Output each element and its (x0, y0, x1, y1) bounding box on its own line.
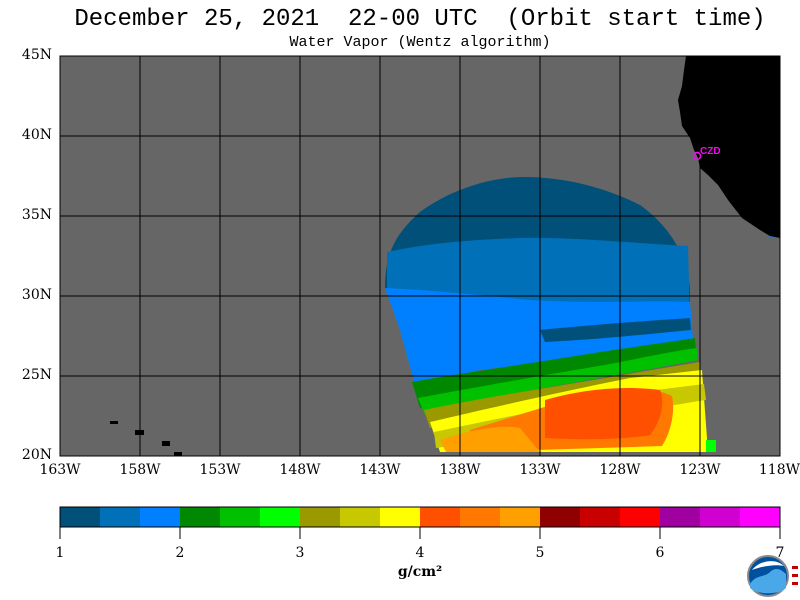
longitude-label: 133W (519, 462, 561, 478)
map-subtitle: Water Vapor (Wentz algorithm) (289, 34, 551, 51)
colorbar-tick-label: 2 (175, 545, 185, 561)
longitude-label: 143W (359, 462, 401, 478)
longitude-label: 138W (439, 462, 481, 478)
latitude-label: 40N (21, 127, 52, 143)
map-grid (60, 56, 780, 456)
latitude-label: 20N (21, 447, 52, 463)
map-border (59, 55, 781, 457)
longitude-label: 118W (758, 462, 800, 478)
colorbar-tick-label: 4 (415, 545, 425, 561)
colorbar-swatch (500, 507, 541, 527)
longitude-label: 128W (599, 462, 641, 478)
longitude-label: 163W (39, 462, 81, 478)
colorbar-swatch (540, 507, 581, 527)
colorbar-swatch (420, 507, 461, 527)
colorbar-swatch (380, 507, 421, 527)
colorbar-tick-label: 7 (775, 545, 785, 561)
colorbar-tick-label: 6 (655, 545, 665, 561)
latitude-label: 25N (21, 367, 52, 383)
colorbar-swatch (180, 507, 221, 527)
colorbar-swatch (580, 507, 621, 527)
noaa-logo (747, 555, 789, 597)
colorbar-swatch (60, 507, 101, 527)
data-swath (385, 177, 775, 452)
swath-amber (440, 426, 540, 452)
colorbar-swatch (700, 507, 741, 527)
longitude-label: 158W (119, 462, 161, 478)
swath-dark-blue-band (540, 318, 691, 342)
land-north-america (678, 56, 780, 238)
colorbar-swatch (100, 507, 141, 527)
colorbar-swatch (300, 507, 341, 527)
colorbar-tick-label: 1 (55, 545, 65, 561)
swath-bright-blue (385, 288, 693, 385)
colorbar-unit: g/cm² (397, 564, 443, 580)
colorbar-swatch (220, 507, 261, 527)
longitude-label: 148W (279, 462, 321, 478)
colorbar-tick-label: 5 (535, 545, 545, 561)
colorbar-swatch (740, 507, 781, 527)
colorbar-swatch (260, 507, 301, 527)
swath-green-cell (706, 440, 716, 452)
station-marker (692, 151, 702, 161)
colorbar-swatch (140, 507, 181, 527)
map-title: December 25, 2021 22-00 UTC (Orbit start… (74, 6, 766, 33)
colorbar-swatch (620, 507, 661, 527)
colorbar-swatch (460, 507, 501, 527)
colorbar-swatch (340, 507, 381, 527)
latitude-label: 35N (21, 207, 52, 223)
colorbar (59, 506, 781, 539)
station-label: CZD (700, 146, 721, 157)
colorbar-swatch (660, 507, 701, 527)
longitude-label: 153W (199, 462, 241, 478)
longitude-label: 123W (679, 462, 721, 478)
psl-badge (792, 566, 798, 585)
swath-red-orange (545, 388, 663, 440)
latitude-label: 45N (21, 47, 52, 63)
latitude-label: 30N (21, 287, 52, 303)
colorbar-tick-label: 3 (295, 545, 305, 561)
